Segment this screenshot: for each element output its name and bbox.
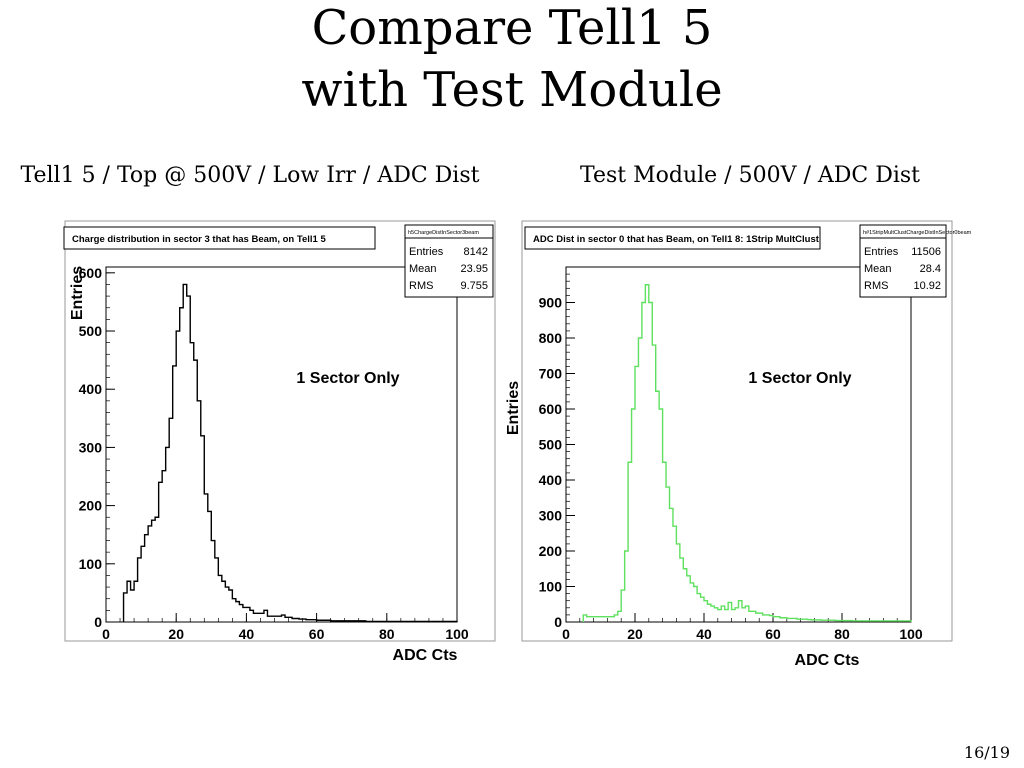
y-tick-label: 200 xyxy=(539,543,563,559)
histogram-title-box xyxy=(524,226,821,250)
slide-title-line1: Compare Tell1 5 xyxy=(311,0,713,56)
right-plot-caption: Test Module / 500V / ADC Dist xyxy=(579,163,921,188)
histogram-title: ADC Dist in sector 0 that has Beam, on T… xyxy=(533,234,820,245)
x-tick-label: 0 xyxy=(562,626,570,642)
stats-label: RMS xyxy=(409,280,433,292)
slide-title-line2: with Test Module xyxy=(301,62,723,118)
stats-label: RMS xyxy=(864,280,888,292)
left-plot-caption: Tell1 5 / Top @ 500V / Low Irr / ADC Dis… xyxy=(20,163,480,188)
y-axis-label: Entries xyxy=(69,266,86,320)
x-tick-label: 100 xyxy=(899,626,923,642)
histogram-series xyxy=(582,284,912,622)
stats-value: 9.755 xyxy=(460,280,488,292)
stats-value: 10.92 xyxy=(913,280,941,292)
x-axis-label: ADC Cts xyxy=(393,647,458,664)
stats-label: Entries xyxy=(864,246,899,258)
y-tick-label: 100 xyxy=(79,556,103,572)
stats-box-name: h5ChargeDistInSector3beam xyxy=(408,230,479,236)
x-tick-label: 20 xyxy=(627,626,643,642)
y-tick-label: 700 xyxy=(539,366,563,382)
y-tick-label: 300 xyxy=(539,508,563,524)
sector-annotation: 1 Sector Only xyxy=(748,370,851,387)
stats-label: Mean xyxy=(864,263,892,275)
y-tick-label: 600 xyxy=(79,265,103,281)
y-axis-label: Entries xyxy=(505,381,522,435)
y-tick-label: 500 xyxy=(539,437,563,453)
y-tick-label: 300 xyxy=(79,439,103,455)
plot-area xyxy=(565,266,912,623)
stats-value: 28.4 xyxy=(920,263,941,275)
y-tick-label: 0 xyxy=(554,614,562,630)
y-tick-label: 600 xyxy=(539,401,563,417)
y-tick-label: 400 xyxy=(539,472,563,488)
y-tick-label: 0 xyxy=(94,614,102,630)
histogram-series xyxy=(122,283,458,623)
y-tick-label: 900 xyxy=(539,295,563,311)
x-tick-label: 100 xyxy=(445,626,469,642)
stats-box xyxy=(404,224,494,298)
y-tick-label: 100 xyxy=(539,579,563,595)
stats-box xyxy=(859,224,947,298)
pad-frame xyxy=(521,220,953,642)
sector-annotation: 1 Sector Only xyxy=(296,370,399,387)
x-tick-label: 80 xyxy=(834,626,850,642)
y-tick-label: 200 xyxy=(79,498,103,514)
x-tick-label: 80 xyxy=(379,626,395,642)
stats-value: 23.95 xyxy=(460,263,488,275)
x-tick-label: 60 xyxy=(765,626,781,642)
stats-label: Mean xyxy=(409,263,437,275)
x-tick-label: 40 xyxy=(239,626,255,642)
x-tick-label: 60 xyxy=(309,626,325,642)
y-tick-label: 500 xyxy=(79,323,103,339)
page-number: 16/19 xyxy=(963,743,1010,762)
stats-label: Entries xyxy=(409,246,444,258)
x-tick-label: 40 xyxy=(696,626,712,642)
y-tick-label: 400 xyxy=(79,381,103,397)
x-tick-label: 20 xyxy=(168,626,184,642)
histogram-title: Charge distribution in sector 3 that has… xyxy=(72,234,326,245)
stats-value: 11506 xyxy=(911,246,941,258)
stats-value: 8142 xyxy=(464,246,488,258)
x-tick-label: 0 xyxy=(102,626,110,642)
pad-frame xyxy=(64,220,496,642)
x-axis-label: ADC Cts xyxy=(795,652,860,669)
y-tick-label: 800 xyxy=(539,330,563,346)
stats-box-name: h#1StripMultClustChargeDistInSector0beam xyxy=(863,230,972,236)
plot-area xyxy=(105,266,458,623)
histogram-title-box xyxy=(63,226,376,250)
